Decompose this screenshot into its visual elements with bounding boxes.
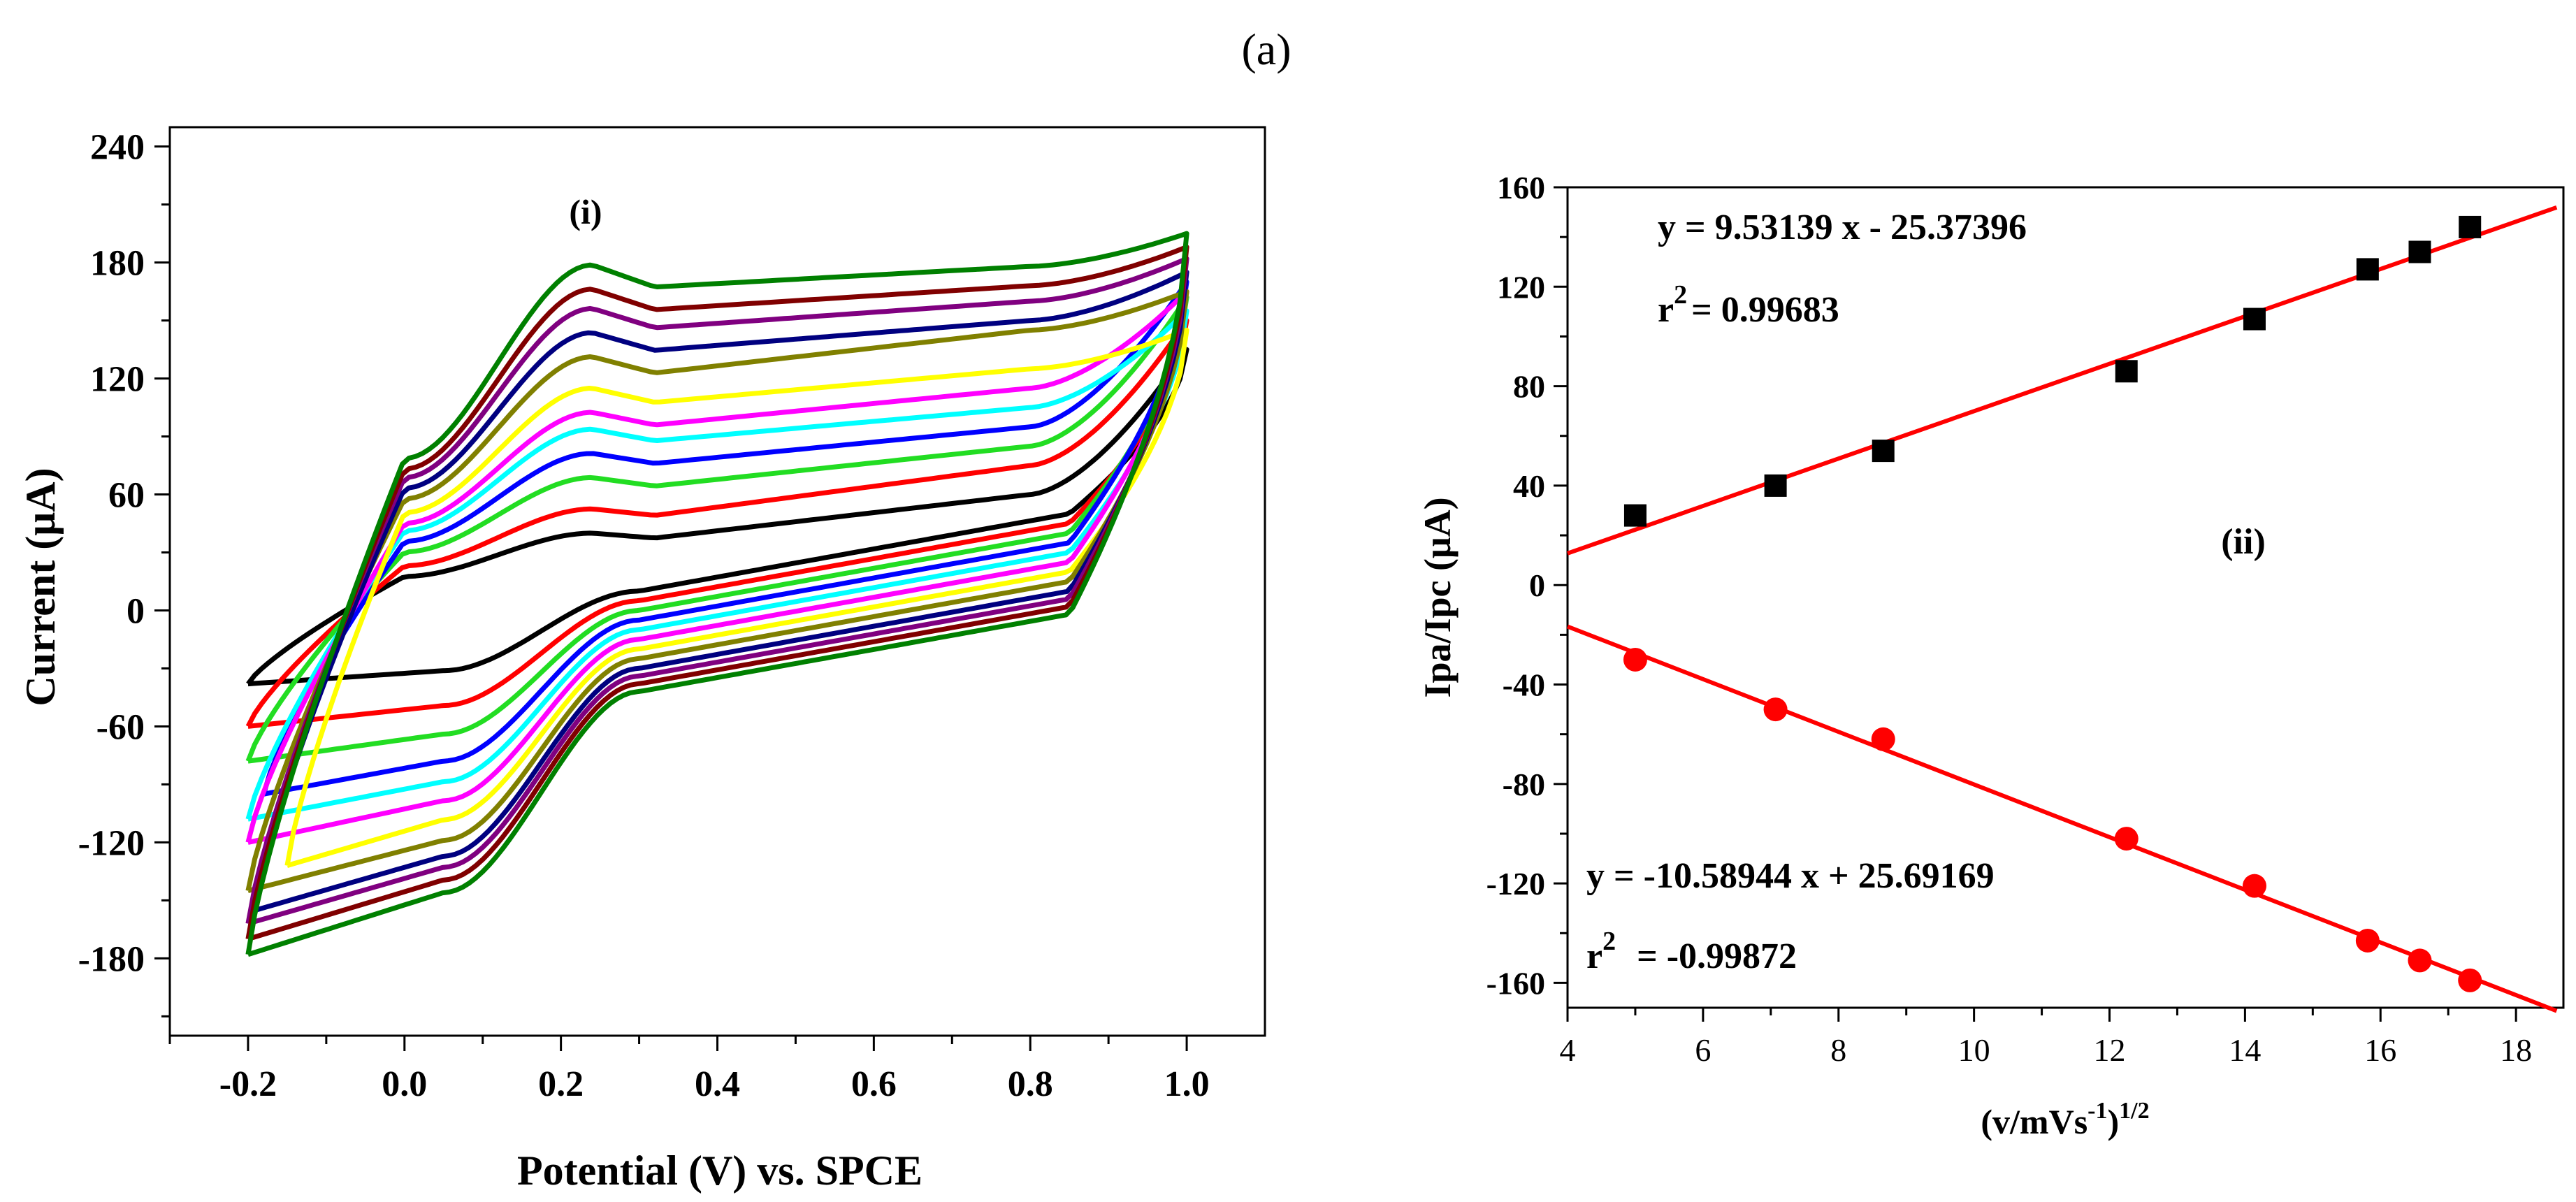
- anodic-fit-equation: y = 9.53139 x - 25.37396: [1658, 208, 2027, 247]
- anodic-r2-value: = 0.99683: [1691, 290, 1839, 330]
- right-xlabel-mid: ): [2107, 1102, 2119, 1141]
- right-x-tick-label: 6: [1695, 1032, 1711, 1068]
- anodic-r2-sup: 2: [1674, 280, 1687, 310]
- anodic-data-point: [2356, 258, 2379, 281]
- cv-curve-5: [245, 308, 1189, 822]
- cathodic-fit-equation: y = -10.58944 x + 25.69169: [1586, 856, 1995, 896]
- right-y-tick-label: -80: [1503, 767, 1545, 802]
- cathodic-data-point: [1623, 647, 1647, 672]
- cathodic-data-point: [1763, 697, 1788, 722]
- right-y-tick-label: 120: [1497, 269, 1545, 305]
- left-x-tick-label: 0.0: [382, 1064, 427, 1104]
- voltammogram-curves: [245, 231, 1189, 957]
- right-y-tick-label: -40: [1503, 667, 1545, 703]
- left-x-tick-label: 1.0: [1164, 1064, 1210, 1104]
- cv-curve-8: [245, 289, 1189, 893]
- right-y-tick-label: 160: [1497, 170, 1545, 205]
- cv-curve-12: [245, 231, 1189, 957]
- anodic-r2-base: r: [1658, 290, 1674, 330]
- left-y-tick-label: 60: [108, 476, 145, 516]
- left-x-axis-title: Potential (V) vs. SPCE: [517, 1147, 922, 1194]
- cv-curve-1: [246, 347, 1189, 687]
- left-y-tick-label: 0: [126, 591, 145, 631]
- right-xlabel-sup1: -1: [2087, 1098, 2107, 1124]
- figure-label: (a): [1241, 24, 1291, 74]
- cathodic-data-point: [2242, 874, 2266, 898]
- anodic-data-point: [2243, 307, 2266, 331]
- right-y-tick-label: 80: [1513, 369, 1545, 405]
- left-y-tick-label: -60: [96, 707, 145, 747]
- cathodic-data-point: [2458, 968, 2482, 992]
- right-y-tick-label: -120: [1486, 866, 1545, 902]
- anodic-data-point: [1872, 440, 1895, 463]
- left-y-axis-ticks: -180 -120 -60 0 60 120 180 240: [78, 128, 170, 1018]
- anodic-data-point: [1623, 504, 1647, 527]
- right-plot-frame: [1566, 186, 2565, 1009]
- anodic-data-point: [2408, 240, 2431, 263]
- right-x-tick-label: 18: [2500, 1032, 2532, 1068]
- cathodic-r-squared: r2 = -0.99872: [1586, 927, 1797, 976]
- anodic-data-point: [2459, 215, 2482, 238]
- cathodic-r2-sup: 2: [1602, 927, 1616, 956]
- cyclic-voltammogram-panel: -0.2 0.0 0.2 0.4 0.6 0.8 1.0 -180 -120 -60 0 60 120…: [17, 126, 1266, 1194]
- cathodic-fit-line: [1566, 624, 2558, 1013]
- anodic-data-point: [1764, 474, 1787, 497]
- cathodic-data-point: [2408, 948, 2432, 973]
- right-y-tick-label: 0: [1529, 567, 1545, 603]
- left-x-tick-label: 0.2: [538, 1064, 584, 1104]
- anodic-fit-line: [1567, 205, 2558, 556]
- left-y-tick-label: 180: [90, 244, 145, 284]
- left-y-tick-label: -120: [78, 823, 145, 863]
- left-y-axis-title: Current (μA): [17, 468, 64, 706]
- cathodic-data-point: [2114, 827, 2139, 851]
- right-x-tick-label: 8: [1830, 1032, 1846, 1068]
- right-x-axis-title: (v/mVs-1)1/2: [1981, 1098, 2149, 1141]
- cv-curve-10: [245, 256, 1189, 926]
- left-x-axis-ticks: -0.2 0.0 0.2 0.4 0.6 0.8 1.0: [168, 1036, 1210, 1104]
- right-y-tick-label: 40: [1513, 468, 1545, 504]
- cathodic-r2-base: r: [1586, 936, 1602, 976]
- right-x-tick-label: 16: [2364, 1032, 2396, 1068]
- scatter-points: [1623, 215, 2482, 992]
- cathodic-data-point: [2355, 928, 2380, 953]
- cathodic-data-point: [1871, 727, 1895, 751]
- cv-curve-7: [284, 327, 1189, 868]
- left-y-tick-label: 240: [90, 128, 145, 168]
- anodic-r-squared: r2 = 0.99683: [1658, 280, 1839, 330]
- left-x-tick-label: 0.8: [1008, 1064, 1053, 1104]
- right-y-tick-label: -160: [1486, 965, 1545, 1001]
- right-x-tick-label: 12: [2094, 1032, 2126, 1068]
- cathodic-r2-value: = -0.99872: [1637, 936, 1797, 976]
- left-x-tick-label: 0.6: [851, 1064, 897, 1104]
- right-x-tick-label: 10: [1958, 1032, 1990, 1068]
- left-y-tick-label: -180: [78, 939, 145, 979]
- right-y-axis-ticks: -160 -120 -80 -40 0 40 80 120 160: [1486, 170, 1568, 1001]
- right-xlabel-base: (v/mVs: [1981, 1102, 2087, 1141]
- left-x-tick-label: -0.2: [219, 1064, 277, 1104]
- linear-fit-lines: [1566, 205, 2558, 1013]
- panel-label-i: (i): [569, 192, 602, 231]
- linear-fit-panel: 4 6 8 10 12 14 16 18 -160-120-80-4004080120160 …: [1417, 170, 2565, 1141]
- left-y-tick-label: 120: [90, 360, 145, 400]
- right-x-tick-label: 4: [1560, 1032, 1576, 1068]
- right-x-tick-label: 14: [2229, 1032, 2261, 1068]
- right-xlabel-sup2: 1/2: [2119, 1098, 2149, 1124]
- left-x-tick-label: 0.4: [695, 1064, 740, 1104]
- right-y-axis-title: Ipa/Ipc (μA): [1417, 497, 1459, 697]
- anodic-data-point: [2115, 360, 2138, 383]
- right-x-axis-ticks: 4 6 8 10 12 14 16 18: [1560, 1008, 2532, 1068]
- panel-label-ii: (ii): [2221, 522, 2266, 562]
